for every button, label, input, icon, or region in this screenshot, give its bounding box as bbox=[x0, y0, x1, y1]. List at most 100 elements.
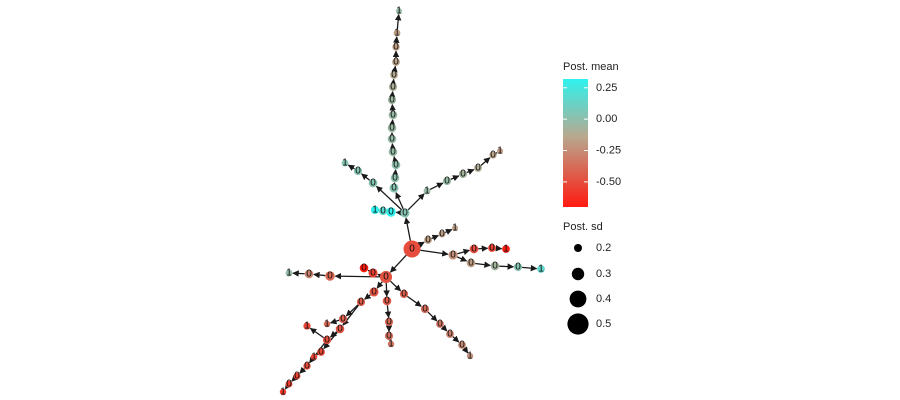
tree-node: 0 bbox=[448, 250, 458, 261]
tree-edge bbox=[440, 324, 448, 332]
tree-edge bbox=[329, 318, 340, 325]
node-label: 0 bbox=[361, 263, 367, 274]
tree-edge bbox=[391, 65, 398, 73]
node-circle bbox=[382, 296, 392, 306]
node-label: 0 bbox=[439, 229, 445, 240]
node-label: 0 bbox=[390, 110, 396, 121]
node-circle bbox=[420, 304, 430, 314]
tree-node: 0 bbox=[388, 110, 398, 121]
node-circle bbox=[303, 362, 311, 370]
node-label: 0 bbox=[370, 178, 376, 189]
tree-edge bbox=[309, 327, 325, 339]
legend-sd-dot bbox=[567, 313, 589, 335]
legend: Post. mean 0.25 0.00 -0.25 -0.50 Post. sd 0… bbox=[563, 61, 621, 335]
tree-node: 0 bbox=[338, 314, 348, 325]
node-label: 0 bbox=[468, 258, 474, 269]
node-circle bbox=[389, 183, 399, 193]
edge-layer bbox=[284, 13, 538, 390]
legend-mean-title: Post. mean bbox=[563, 61, 619, 73]
tree-node: 1 bbox=[341, 158, 349, 169]
node-circle bbox=[400, 208, 410, 218]
node-circle bbox=[379, 270, 393, 284]
tree-node: 0 bbox=[438, 229, 446, 240]
node-label: 0 bbox=[490, 150, 496, 161]
tree-edge bbox=[376, 185, 403, 211]
node-circle bbox=[424, 236, 432, 244]
node-circle bbox=[387, 134, 397, 144]
legend-mean-tick-label: -0.25 bbox=[596, 145, 621, 157]
tree-edge bbox=[456, 255, 468, 262]
tree-edge bbox=[376, 281, 384, 289]
node-circle bbox=[325, 271, 335, 281]
node-label: 1 bbox=[324, 319, 330, 330]
node-label: 1 bbox=[311, 352, 317, 363]
node-circle bbox=[388, 82, 398, 92]
tree-node: 0 bbox=[384, 331, 394, 342]
tree-node: 1 bbox=[285, 268, 293, 279]
node-label: 0 bbox=[294, 371, 300, 382]
tree-edge bbox=[345, 304, 359, 317]
tree-node: 0 bbox=[466, 258, 476, 269]
node-label: 0 bbox=[390, 147, 396, 158]
node-label: 0 bbox=[304, 361, 310, 372]
node-label: 0 bbox=[388, 207, 394, 218]
tree-node: 1 bbox=[370, 205, 380, 216]
node-circle bbox=[390, 71, 398, 79]
node-circle bbox=[403, 240, 421, 258]
node-label: 0 bbox=[371, 287, 377, 298]
tree-node: 0 bbox=[389, 183, 399, 194]
legend-mean-tick-label: 0.00 bbox=[596, 113, 617, 125]
node-circle bbox=[368, 268, 378, 278]
node-label: 0 bbox=[437, 319, 443, 330]
node-label: 1 bbox=[396, 6, 402, 17]
tree-edge bbox=[457, 248, 470, 256]
node-label: 1 bbox=[388, 339, 394, 350]
tree-node: 0 bbox=[382, 296, 392, 307]
tree-edge bbox=[427, 311, 438, 322]
node-circle bbox=[387, 340, 395, 348]
node-circle bbox=[502, 245, 510, 253]
node-label: 0 bbox=[515, 262, 521, 273]
tree-node: 1 bbox=[396, 6, 402, 17]
node-circle bbox=[458, 169, 468, 179]
tree-node: 0 bbox=[356, 297, 366, 308]
node-circle bbox=[488, 244, 496, 252]
tree-edge bbox=[377, 273, 385, 280]
node-label: 0 bbox=[386, 331, 392, 342]
node-circle bbox=[446, 330, 454, 338]
tree-edge bbox=[417, 241, 425, 248]
node-circle bbox=[384, 317, 394, 327]
tree-edge bbox=[499, 263, 515, 270]
tree-edge bbox=[429, 182, 444, 191]
node-label: 0 bbox=[383, 272, 389, 283]
tree-edge bbox=[390, 254, 407, 273]
node-label: 0 bbox=[409, 244, 415, 255]
tree-edge bbox=[466, 168, 475, 175]
tree-edge bbox=[313, 271, 326, 279]
node-label: 1 bbox=[424, 186, 430, 197]
node-label: 0 bbox=[389, 123, 395, 134]
tree-node: 1 bbox=[423, 186, 431, 197]
legend-mean-ticks: 0.25 0.00 -0.25 -0.50 bbox=[563, 82, 621, 188]
tree-node: 0 bbox=[335, 324, 345, 335]
tree-edge bbox=[383, 283, 390, 297]
node-label: 0 bbox=[444, 176, 450, 187]
node-circle bbox=[322, 335, 332, 345]
node-circle bbox=[448, 250, 458, 260]
node-circle bbox=[356, 297, 366, 307]
legend-sd-title: Post. sd bbox=[563, 221, 603, 233]
tree-edge bbox=[480, 157, 491, 166]
node-label: 1 bbox=[452, 223, 458, 234]
legend-color-bar bbox=[563, 79, 588, 207]
node-circle bbox=[279, 388, 287, 396]
node-circle bbox=[537, 265, 545, 273]
tree-node: 0 bbox=[488, 243, 496, 254]
node-label: 0 bbox=[389, 134, 395, 145]
node-label: 0 bbox=[337, 324, 343, 335]
tree-node: 0 bbox=[388, 82, 398, 93]
node-circle bbox=[469, 244, 479, 254]
tree-edge bbox=[292, 270, 305, 277]
tree-edge bbox=[395, 192, 404, 210]
tree-node: 0 bbox=[403, 240, 421, 258]
tree-node: 0 bbox=[387, 123, 397, 134]
